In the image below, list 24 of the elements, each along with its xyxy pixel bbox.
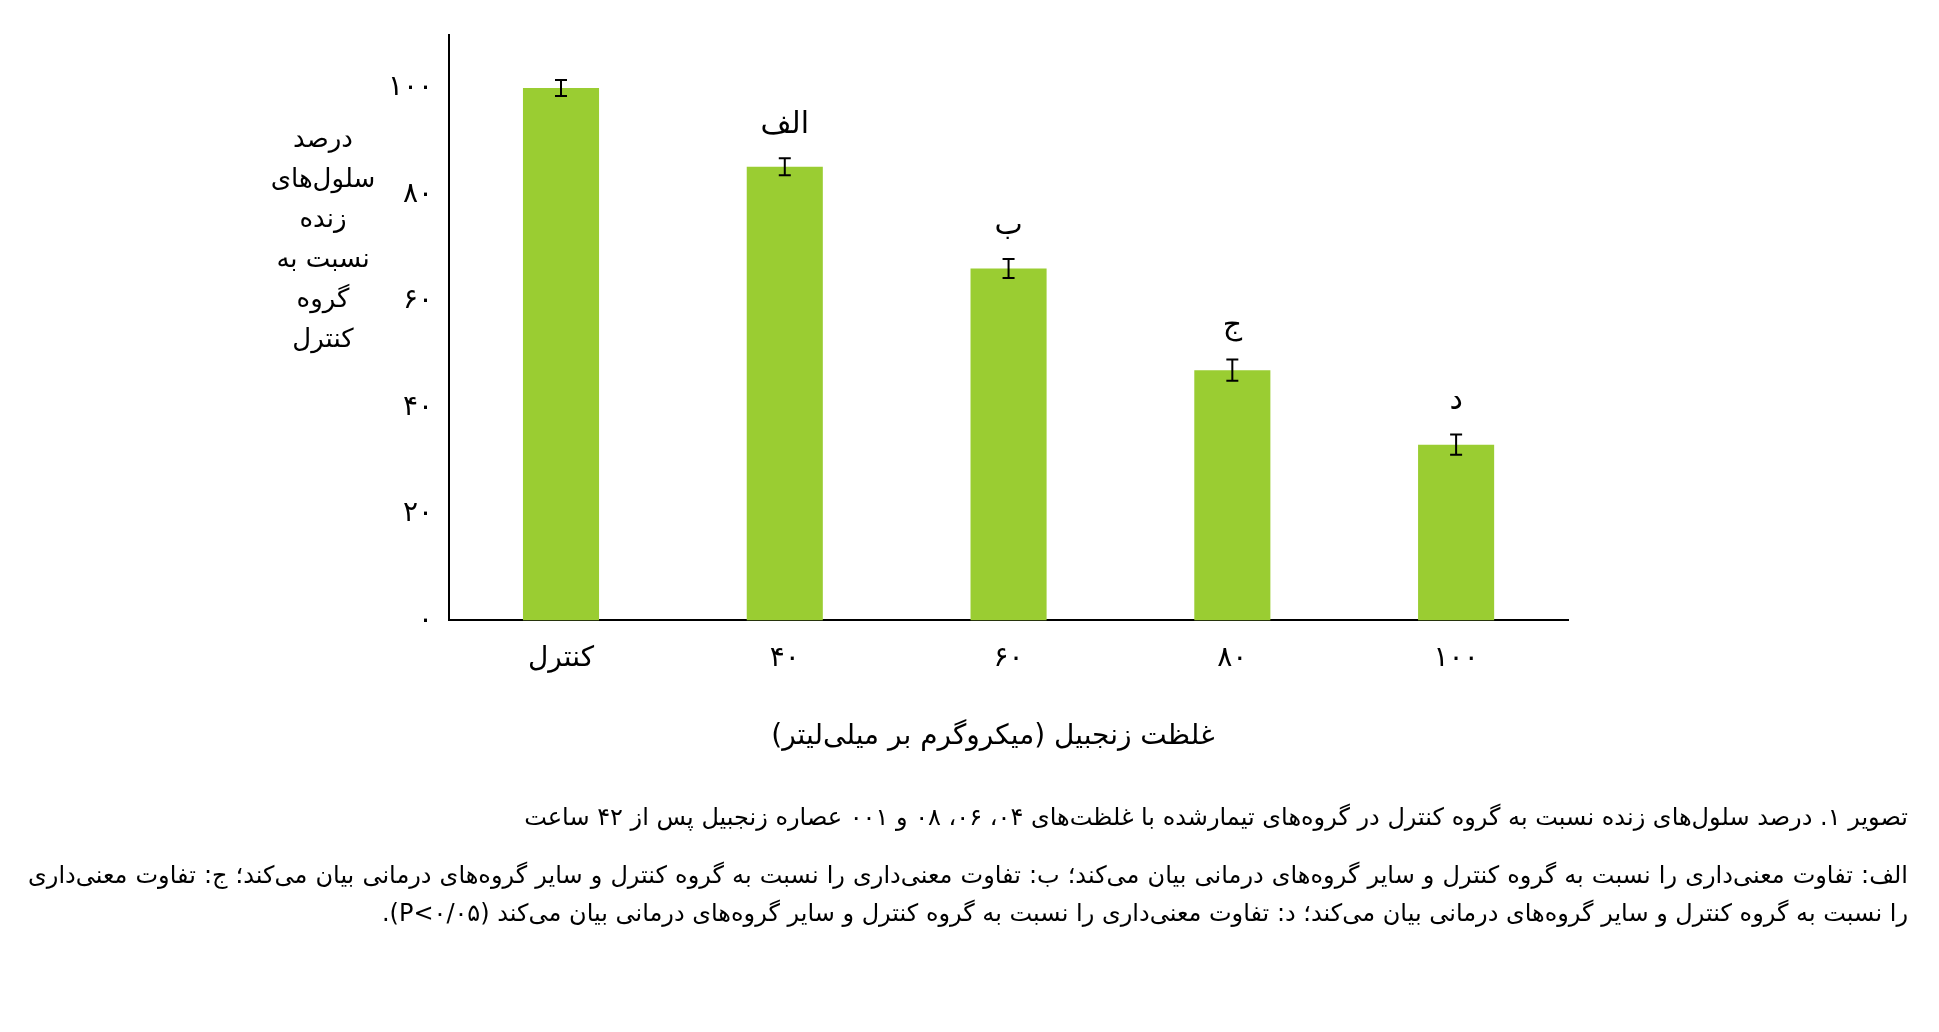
bar	[746, 166, 823, 621]
bar	[1418, 444, 1495, 621]
x-axis-title: غلظت زنجبیل (میکروگرم بر میلی‌لیتر)	[770, 718, 1216, 751]
x-tick-label: ۸۰	[1217, 640, 1248, 674]
y-axis-title: درصد سلول‌های زنده نسبت به گروه کنترل	[269, 122, 377, 356]
y-tick-label: ۲۰	[403, 495, 434, 529]
x-tick-label: ۴۰	[769, 640, 800, 674]
text: الف: تفاوت معنی‌داری را نسبت به گروه کنترل و سایر گروه‌های درمانی بیان می‌کند؛ ب: تفاوت معنی‌داری را نسبت به گروه کنترل و سایر گروه‌های درمانی بیان می‌کند؛ ج: تفاوت معنی‌داری را نسبت به گروه کنترل و سایر گروه‌های درمانی بیان می‌کند؛ د: تفاوت معنی‌داری را نسبت به گروه کنترل و سایر گروه‌های درمانی بیان می‌کند (P<۰/۰۵).	[27, 860, 1909, 929]
annotation: د	[1449, 381, 1463, 417]
x-tick-label: کنترل	[527, 640, 595, 674]
y-tick-label: ۴۰	[403, 388, 434, 422]
text: تصویر ۱. درصد سلول‌های زنده نسبت به گروه کنترل در گروه‌های تیمارشده با غلظت‌های ۰۴، ۰۶، ۰۸ و ۰۰۱ عصاره زنجبیل پس از ۴۲ ساعت	[523, 802, 1909, 833]
y-tick-label: ۱۰۰	[387, 69, 434, 103]
bar	[522, 88, 600, 621]
y-tick-label: ۸۰	[403, 175, 434, 209]
bar	[970, 268, 1047, 621]
bar	[1194, 370, 1271, 621]
annotation: ب	[994, 205, 1023, 241]
y-tick-label: ۰	[418, 601, 434, 635]
y-tick-label: ۶۰	[403, 282, 434, 316]
x-tick-label: ۶۰	[993, 640, 1024, 674]
annotation: ج	[1222, 306, 1243, 343]
x-tick-label: ۱۰۰	[1433, 640, 1479, 674]
annotation: الف	[760, 105, 810, 141]
